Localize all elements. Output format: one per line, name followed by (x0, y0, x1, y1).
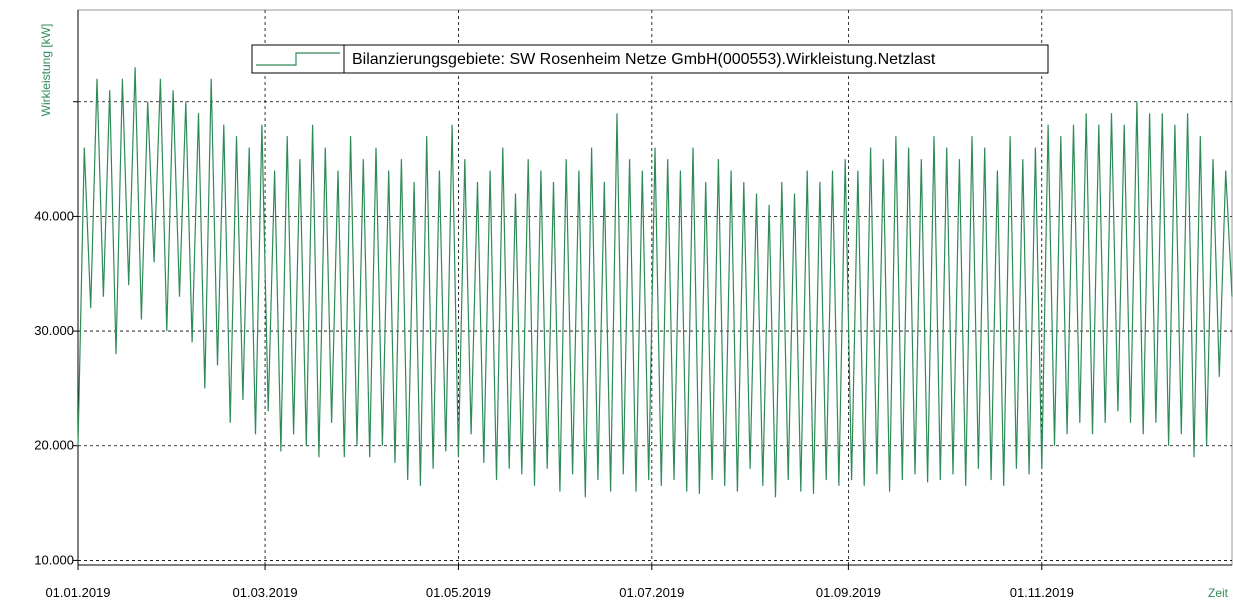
x-tick-label: 01.11.2019 (1010, 585, 1074, 600)
x-tick-label: 01.03.2019 (233, 585, 298, 600)
x-tick-label: 01.09.2019 (816, 585, 881, 600)
series-line (77, 67, 1233, 498)
y-axis-label: Wirkleistung [kW] (39, 24, 53, 117)
y-tick-label: 40.000 (34, 208, 74, 223)
x-tick-label: 01.01.2019 (45, 585, 110, 600)
x-tick-label: 01.07.2019 (619, 585, 684, 600)
y-tick-label: 30.000 (34, 323, 74, 338)
legend-label: Bilanzierungsgebiete: SW Rosenheim Netze… (352, 51, 936, 68)
plot-frame (77, 9, 1233, 566)
legend-box (251, 44, 1049, 74)
x-axis-label: Zeit (1208, 586, 1229, 600)
y-tick-label: 20.000 (34, 438, 74, 453)
x-tick-label: 01.05.2019 (426, 585, 491, 600)
legend-swatch (256, 52, 340, 66)
y-tick-label: 10.000 (34, 552, 74, 567)
